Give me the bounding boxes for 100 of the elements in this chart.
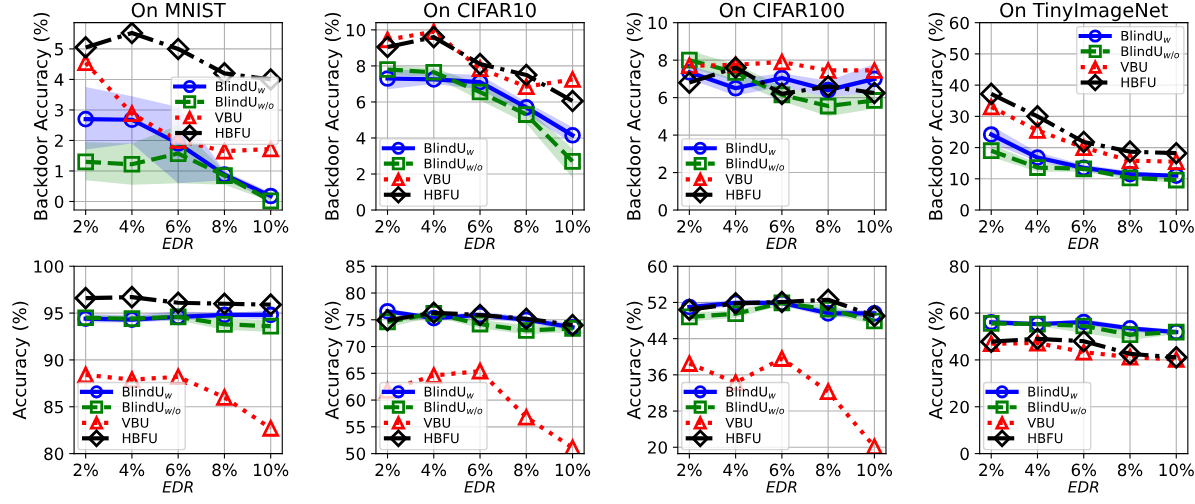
legend-label: BlindU$_{w/o}$ <box>726 158 785 172</box>
y-tick-label: 20 <box>949 400 969 414</box>
y-tick-label: 50 <box>950 47 969 61</box>
legend-label: BlindU$_{w/o}$ <box>424 158 483 172</box>
legend-label: BlindU$_{w}$ <box>424 386 474 399</box>
x-tick-label: 2% <box>73 220 98 233</box>
y-tick-label: 95 <box>44 307 63 320</box>
y-tick-label: 75 <box>346 313 365 327</box>
y-tick-label: 50 <box>346 447 366 461</box>
x-tick-label: 10% <box>254 220 289 233</box>
y-tick-label: 44 <box>647 332 668 345</box>
y-tick-label: 3 <box>55 103 64 117</box>
y-tick-label: 100 <box>34 260 64 273</box>
y-axis-title: Accuracy (%) <box>12 301 30 420</box>
x-tick-label: 2% <box>375 463 400 477</box>
x-axis-title: EDR <box>766 237 797 249</box>
y-tick-label: 20 <box>648 441 667 454</box>
x-tick-label: 2% <box>677 463 702 477</box>
y-tick-label: 60 <box>648 260 667 273</box>
legend-label: VBU <box>1120 62 1147 72</box>
x-tick-label: 10% <box>857 463 893 477</box>
legend-label: HBFU <box>424 189 459 200</box>
y-tick-label: 60 <box>346 394 366 407</box>
y-tick-label: 0 <box>54 195 64 209</box>
y-tick-label: 8 <box>356 59 366 73</box>
y-tick-label: 90 <box>44 353 64 367</box>
y-axis-title: Backdoor Accuracy (%) <box>928 12 946 220</box>
y-tick-label: 5 <box>55 43 63 56</box>
y-tick-label: 55 <box>346 421 365 434</box>
x-tick-label: 8% <box>212 463 237 477</box>
legend-label: VBU <box>214 112 242 123</box>
chart-title: On MNIST <box>131 2 226 18</box>
x-tick-label: 10% <box>555 463 591 477</box>
x-tick-label: 4% <box>119 463 145 477</box>
y-axis-title: Backdoor Accuracy (%) <box>626 12 645 220</box>
y-tick-label: 85 <box>346 260 365 273</box>
legend-label: VBU <box>725 417 752 428</box>
y-tick-label: 8 <box>658 54 667 67</box>
x-tick-label: 2% <box>979 220 1004 233</box>
y-tick-label: 0 <box>356 204 366 217</box>
legend-label: BlindU$_{w/o}$ <box>424 401 483 415</box>
y-tick-label: 10 <box>648 16 667 30</box>
y-axis-title: Accuracy (%) <box>626 301 645 420</box>
legend-label: BlindU$_{w}$ <box>1121 30 1171 43</box>
x-tick-label: 10% <box>1159 220 1194 233</box>
x-axis-title: EDR <box>766 481 797 493</box>
legend-label: BlindU$_{w}$ <box>216 81 266 94</box>
x-tick-label: 2% <box>375 220 400 233</box>
x-tick-label: 8% <box>816 220 841 233</box>
y-tick-label: 40 <box>949 79 969 92</box>
x-tick-label: 10% <box>254 463 289 477</box>
x-tick-label: 8% <box>514 463 539 477</box>
x-axis-title: EDR <box>1068 481 1099 493</box>
x-tick-label: 2% <box>73 463 98 477</box>
legend-label: BlindU$_{w/o}$ <box>216 96 274 110</box>
legend-label: HBFU <box>1121 77 1156 88</box>
x-tick-label: 6% <box>769 463 795 477</box>
x-tick-label: 2% <box>677 220 702 233</box>
x-tick-label: 4% <box>421 220 447 233</box>
x-tick-label: 4% <box>1025 220 1050 233</box>
x-tick-label: 10% <box>1159 463 1194 477</box>
y-axis-title: Backdoor Accuracy (%) <box>33 12 51 220</box>
legend-label: BlindU$_{w}$ <box>726 142 776 156</box>
y-tick-label: 0 <box>658 204 667 217</box>
y-tick-label: 40 <box>949 353 969 367</box>
legend-label: HBFU <box>122 433 157 444</box>
y-tick-label: 0 <box>960 447 969 461</box>
y-tick-label: 30 <box>949 110 969 123</box>
x-tick-label: 6% <box>467 463 493 477</box>
x-axis-title: EDR <box>1068 237 1099 249</box>
legend-label: BlindU$_{w/o}$ <box>122 401 181 415</box>
legend-label: HBFU <box>1028 433 1063 444</box>
x-tick-label: 4% <box>119 220 145 233</box>
y-tick-label: 80 <box>949 260 969 273</box>
y-axis-title: Backdoor Accuracy (%) <box>324 12 343 220</box>
y-tick-label: 28 <box>648 405 667 418</box>
y-tick-label: 60 <box>949 16 969 30</box>
x-tick-label: 4% <box>723 220 748 233</box>
y-tick-label: 60 <box>949 307 969 320</box>
y-tick-label: 20 <box>949 141 969 155</box>
legend-label: BlindU$_{w/o}$ <box>1028 401 1086 415</box>
x-tick-label: 4% <box>1025 463 1050 477</box>
y-tick-label: 6 <box>658 91 668 105</box>
y-tick-label: 4 <box>658 129 668 142</box>
legend-label: BlindU$_{w}$ <box>1028 386 1078 399</box>
y-tick-label: 2 <box>658 166 667 179</box>
x-tick-label: 4% <box>723 463 748 477</box>
y-tick-label: 2 <box>54 134 63 147</box>
y-tick-label: 10 <box>950 172 969 186</box>
x-tick-label: 8% <box>514 220 539 233</box>
x-axis-title: EDR <box>162 481 193 493</box>
legend-label: HBFU <box>424 433 459 444</box>
x-tick-label: 10% <box>857 220 893 233</box>
chart-title: On CIFAR100 <box>719 2 844 18</box>
x-tick-label: 6% <box>1071 220 1097 233</box>
y-tick-label: 80 <box>44 447 64 461</box>
legend-label: VBU <box>423 417 451 428</box>
y-axis-title: Accuracy (%) <box>324 301 343 420</box>
y-tick-label: 4 <box>356 132 366 145</box>
x-tick-label: 6% <box>166 220 191 233</box>
